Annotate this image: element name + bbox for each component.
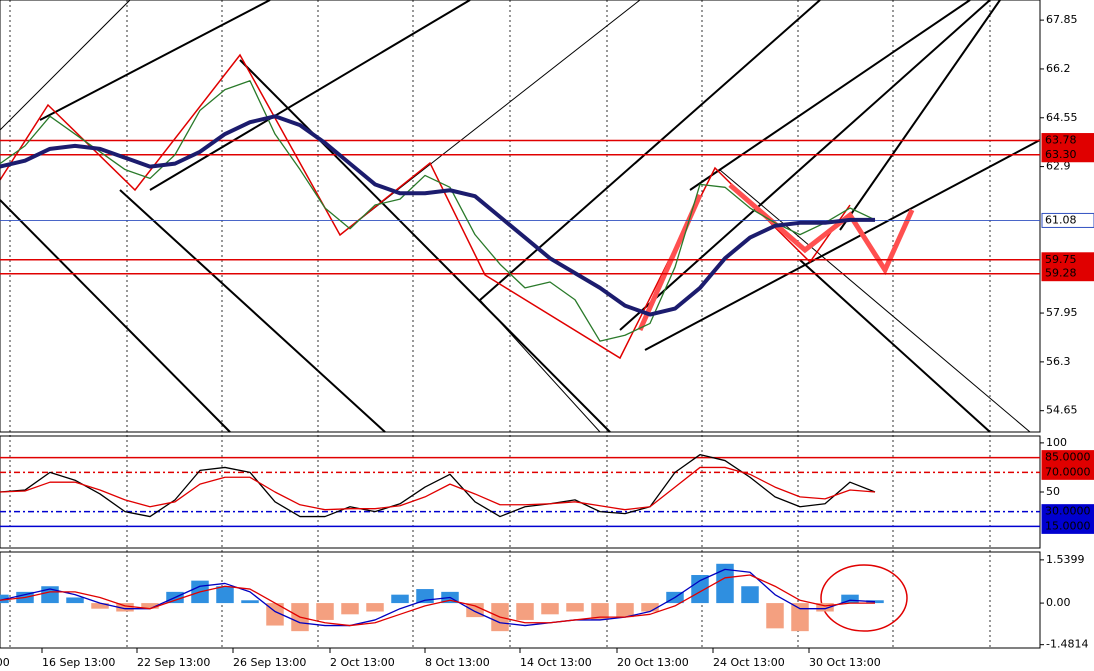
histogram-bar <box>516 603 534 620</box>
level-label: 61.08 <box>1045 213 1077 226</box>
histogram-bar <box>91 603 109 609</box>
histogram-bar <box>616 603 634 618</box>
x-tick-label: 16 Sep 13:00 <box>42 656 115 669</box>
x-tick-label: 26 Sep 13:00 <box>233 656 306 669</box>
histogram-bar <box>741 586 759 604</box>
panel-frame <box>0 435 1041 549</box>
histogram-bar <box>416 589 434 604</box>
x-tick-label: 3:00 <box>0 656 10 669</box>
level-label: 59.28 <box>1045 267 1077 280</box>
histogram-bar <box>816 603 834 612</box>
histogram-bar <box>641 603 659 612</box>
series-line <box>0 114 875 317</box>
x-tick-label: 8 Oct 13:00 <box>425 656 490 669</box>
y-tick-label: 100 <box>1046 436 1067 449</box>
series-line <box>0 574 875 627</box>
y-tick-label: 67.85 <box>1046 13 1078 26</box>
y-tick-label: 57.95 <box>1046 306 1078 319</box>
histogram-bar <box>591 603 609 620</box>
y-tick-label: 54.65 <box>1046 404 1078 417</box>
histogram-bar <box>141 603 159 609</box>
y-tick-label: 0.00 <box>1046 596 1071 609</box>
level-label: 59.75 <box>1045 253 1077 266</box>
histogram-bar <box>316 603 334 620</box>
y-tick-label: 64.55 <box>1046 111 1078 124</box>
histogram-bar <box>466 603 484 618</box>
panel-frame <box>0 551 1041 649</box>
level-label: 15.0000 <box>1045 519 1091 532</box>
histogram-bar <box>66 597 84 604</box>
level-label: 63.78 <box>1045 134 1077 147</box>
level-label-box <box>1041 504 1094 520</box>
level-label: 85.0000 <box>1045 451 1091 464</box>
histogram-bar <box>241 600 259 604</box>
x-tick-label: 30 Oct 13:00 <box>809 656 881 669</box>
x-tick-label: 14 Oct 13:00 <box>520 656 592 669</box>
histogram-bar <box>791 603 809 632</box>
histogram-bar <box>341 603 359 615</box>
level-label: 30.0000 <box>1045 505 1091 518</box>
y-tick-label: 1.5399 <box>1046 553 1085 566</box>
x-tick-label: 24 Oct 13:00 <box>713 656 785 669</box>
drawing-objects <box>0 0 1041 632</box>
level-label-box <box>1041 464 1094 480</box>
level-label-box <box>1041 518 1094 534</box>
y-tick-label: 66.2 <box>1046 62 1071 75</box>
y-tick-label: 56.3 <box>1046 355 1071 368</box>
histogram-bar <box>566 603 584 612</box>
x-tick-label: 2 Oct 13:00 <box>330 656 395 669</box>
y-tick-label: 62.9 <box>1046 160 1071 173</box>
y-tick-label: -1.4814 <box>1046 638 1088 651</box>
histogram-bar <box>216 586 234 604</box>
x-tick-label: 22 Sep 13:00 <box>137 656 210 669</box>
series-line <box>0 466 876 511</box>
panel-frame <box>0 0 1041 433</box>
level-label-box <box>1041 147 1094 163</box>
level-label: 63.30 <box>1045 148 1077 161</box>
histogram-bar <box>541 603 559 615</box>
level-label-box <box>1041 450 1094 466</box>
level-label: 70.0000 <box>1045 465 1091 478</box>
x-tick-label: 20 Oct 13:00 <box>617 656 689 669</box>
histogram-bar <box>716 563 734 604</box>
histogram-bar <box>691 575 709 604</box>
histogram-bar <box>366 603 384 612</box>
level-label-box <box>1041 212 1094 228</box>
series-line <box>0 454 876 518</box>
histogram-bar <box>841 594 859 604</box>
histogram-bar <box>766 603 784 629</box>
level-label-box <box>1041 266 1094 282</box>
histogram-bar <box>116 603 134 612</box>
series-line <box>0 80 876 342</box>
y-tick-label: 50 <box>1046 485 1060 498</box>
histogram-bar <box>391 594 409 604</box>
